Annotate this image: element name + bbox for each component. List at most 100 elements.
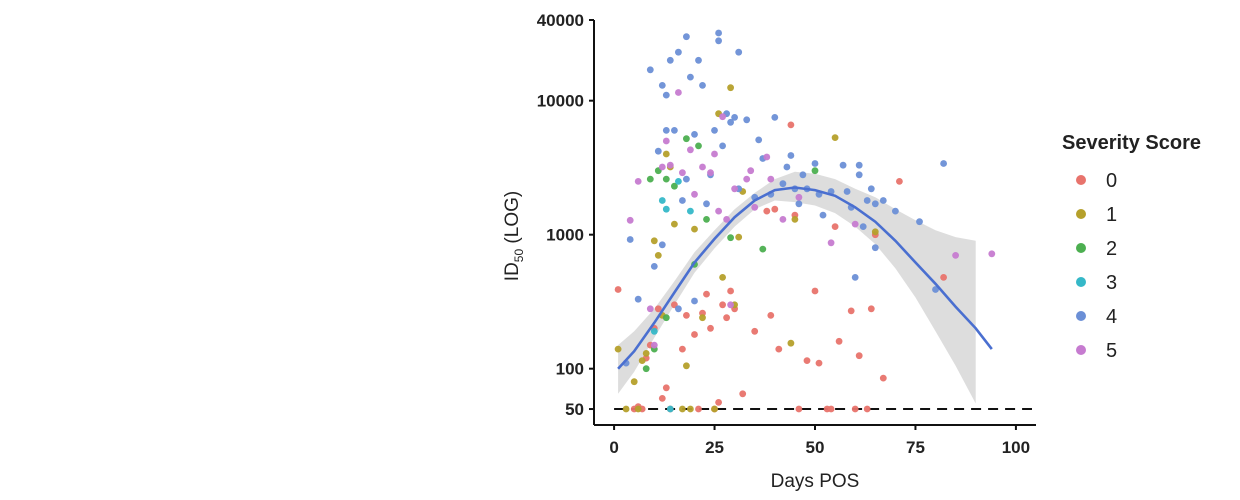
data-point-severity-2: [662, 175, 670, 183]
data-point-severity-4: [839, 161, 847, 169]
data-point-severity-4: [691, 297, 698, 305]
data-point-severity-3: [687, 207, 694, 215]
data-point-severity-1: [650, 237, 658, 245]
data-point-severity-0: [719, 301, 726, 309]
data-point-severity-4: [735, 48, 743, 56]
data-point-severity-4: [662, 91, 670, 99]
data-point-severity-0: [679, 345, 686, 353]
data-point-severity-0: [795, 405, 803, 413]
data-point-severity-2: [695, 142, 702, 150]
data-point-severity-4: [634, 295, 642, 303]
data-point-severity-0: [940, 274, 947, 281]
data-point-severity-2: [642, 365, 650, 373]
data-point-severity-5: [779, 216, 787, 223]
data-point-severity-5: [707, 169, 714, 177]
y-tick-label: 40000: [537, 11, 584, 30]
data-point-severity-1: [614, 345, 622, 353]
confidence-band-layer: [618, 171, 976, 404]
data-point-severity-5: [767, 175, 775, 183]
data-point-severity-3: [675, 178, 682, 185]
data-point-severity-0: [727, 287, 734, 295]
data-point-severity-4: [871, 200, 879, 208]
data-point-severity-4: [819, 211, 827, 219]
data-point-severity-4: [683, 175, 690, 183]
data-point-severity-4: [687, 73, 694, 81]
y-axis-title-sub: 50: [512, 249, 526, 263]
data-point-severity-0: [831, 223, 839, 231]
legend: Severity Score 0 1 2 3 4 5: [1062, 132, 1201, 362]
data-point-severity-0: [803, 357, 811, 364]
data-point-severity-4: [743, 116, 751, 124]
data-point-severity-4: [675, 305, 682, 313]
data-point-severity-0: [662, 384, 670, 392]
data-point-severity-4: [892, 207, 899, 215]
data-point-severity-2: [671, 182, 678, 190]
legend-marker-severity-0: [1076, 175, 1086, 185]
data-point-severity-1: [683, 362, 690, 370]
data-point-severity-5: [691, 190, 698, 198]
data-point-severity-4: [795, 200, 803, 208]
data-point-severity-4: [658, 82, 666, 89]
data-point-severity-0: [723, 314, 730, 322]
data-point-severity-5: [747, 167, 755, 175]
data-points-layer: [614, 29, 996, 413]
data-point-severity-0: [851, 405, 859, 413]
data-point-severity-4: [843, 188, 851, 195]
data-point-severity-5: [795, 193, 803, 201]
data-point-severity-4: [755, 136, 763, 144]
data-point-severity-0: [739, 390, 747, 398]
data-point-severity-0: [654, 305, 662, 313]
data-point-severity-0: [707, 324, 714, 332]
data-point-severity-5: [662, 137, 670, 145]
data-point-severity-4: [727, 118, 734, 126]
y-tick-label: 100: [556, 360, 584, 379]
data-point-severity-4: [666, 56, 674, 64]
data-point-severity-3: [650, 327, 658, 335]
data-point-severity-1: [642, 350, 650, 357]
data-point-severity-5: [658, 163, 666, 171]
data-point-severity-4: [699, 82, 706, 89]
data-point-severity-0: [695, 405, 702, 413]
data-point-severity-0: [775, 345, 783, 353]
data-point-severity-1: [719, 274, 726, 281]
data-point-severity-0: [787, 121, 795, 129]
trend-line-layer: [617, 186, 993, 370]
y-axis-title: ID50 (LOG): [502, 191, 526, 281]
data-point-severity-5: [675, 89, 682, 96]
data-point-severity-1: [654, 252, 662, 259]
data-point-severity-2: [646, 175, 654, 183]
data-point-severity-0: [715, 399, 722, 406]
data-point-severity-0: [811, 287, 819, 295]
data-point-severity-5: [952, 252, 959, 259]
data-point-severity-1: [662, 150, 670, 158]
data-point-severity-4: [654, 147, 662, 155]
data-point-severity-4: [683, 33, 690, 41]
legend-label-severity-1: 1: [1106, 204, 1117, 226]
data-point-severity-2: [683, 135, 690, 143]
data-point-severity-1: [679, 405, 686, 413]
legend-label-severity-4: 4: [1106, 306, 1117, 328]
data-point-severity-5: [731, 185, 738, 193]
legend-marker-severity-3: [1076, 277, 1086, 287]
axes-layer: 50 100 1000 10000 40000 0 25 50 75 100: [537, 11, 1036, 457]
data-point-severity-0: [896, 178, 903, 185]
data-point-severity-0: [827, 405, 835, 413]
data-point-severity-0: [847, 307, 855, 315]
data-point-severity-5: [723, 216, 730, 223]
data-point-severity-4: [715, 37, 722, 45]
data-point-severity-4: [867, 185, 875, 193]
data-point-severity-0: [867, 305, 875, 313]
data-point-severity-4: [871, 244, 879, 252]
confidence-band: [618, 171, 976, 404]
legend-marker-severity-2: [1076, 243, 1086, 253]
data-point-severity-4: [779, 180, 787, 188]
data-point-severity-5: [666, 161, 674, 169]
data-point-severity-5: [626, 216, 634, 224]
y-tick-label: 10000: [537, 92, 584, 111]
data-point-severity-5: [743, 175, 751, 183]
data-point-severity-1: [638, 357, 646, 364]
data-point-severity-2: [759, 245, 767, 253]
data-point-severity-5: [646, 305, 654, 313]
data-point-severity-0: [614, 286, 622, 293]
